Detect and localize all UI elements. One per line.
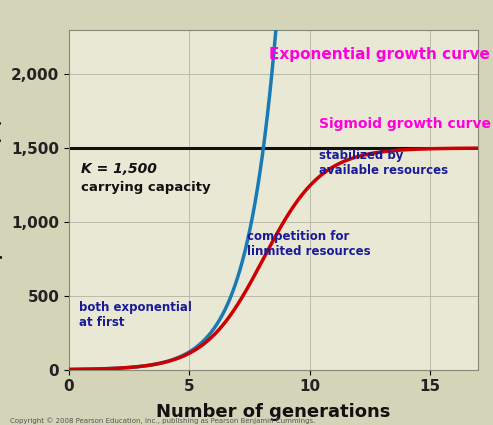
Text: competition for
linmited resources: competition for linmited resources xyxy=(247,230,371,258)
Text: Copyright © 2008 Pearson Education, Inc., publishing as Pearson Benjamin Cumming: Copyright © 2008 Pearson Education, Inc.… xyxy=(10,417,315,424)
Text: Exponential growth curve: Exponential growth curve xyxy=(269,48,490,62)
X-axis label: Number of generations: Number of generations xyxy=(156,403,391,421)
Text: stabilized by
available resources: stabilized by available resources xyxy=(319,150,449,178)
Text: both exponential
at first: both exponential at first xyxy=(79,301,191,329)
Y-axis label: Population size ($\it{N}$): Population size ($\it{N}$) xyxy=(0,118,5,281)
Text: Sigmoid growth curve: Sigmoid growth curve xyxy=(319,117,492,131)
Text: K = 1,500: K = 1,500 xyxy=(81,162,157,176)
Text: carrying capacity: carrying capacity xyxy=(81,181,211,194)
